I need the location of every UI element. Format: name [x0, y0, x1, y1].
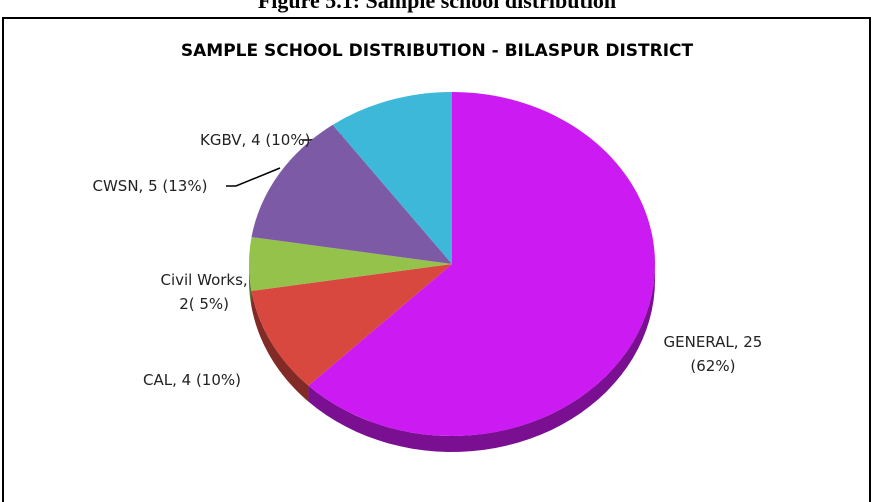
data-label: CWSN, 5 (13%): [92, 177, 208, 195]
data-label: KGBV, 4 (10%): [200, 131, 311, 149]
data-label: GENERAL, 25 (62%): [663, 333, 763, 375]
chart-title: SAMPLE SCHOOL DISTRIBUTION - BILASPUR DI…: [181, 41, 694, 61]
pie-slice: [251, 124, 452, 264]
pie-side: [251, 290, 309, 402]
data-label: CAL, 4 (10%): [143, 371, 241, 389]
data-label: Civil Works, 2( 5%): [160, 271, 248, 313]
pie-slice: [249, 237, 452, 291]
figure-caption: Figure 5.1: Sample school distribution: [257, 0, 617, 13]
pie-side: [308, 264, 655, 452]
pie-slice: [251, 264, 452, 386]
pie-side: [249, 264, 252, 307]
leader-line: [226, 167, 281, 187]
pie-slice: [332, 92, 452, 264]
pie-slice: [308, 92, 656, 436]
